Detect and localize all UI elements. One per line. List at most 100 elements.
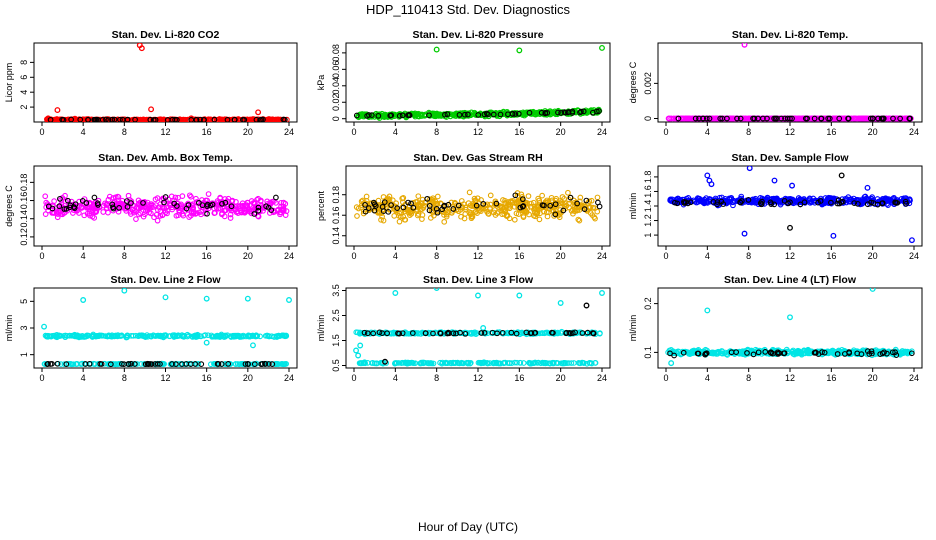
data-point bbox=[379, 213, 385, 220]
plot-points bbox=[665, 288, 915, 367]
data-point bbox=[596, 330, 603, 337]
data-point bbox=[100, 360, 107, 367]
series-all-lower bbox=[41, 360, 289, 368]
data-point bbox=[462, 111, 468, 118]
data-point bbox=[530, 109, 536, 116]
data-point bbox=[584, 329, 591, 336]
data-point bbox=[768, 201, 774, 208]
data-point bbox=[92, 116, 98, 122]
data-point bbox=[412, 360, 419, 367]
x-tick-label: 12 bbox=[160, 251, 170, 261]
data-point bbox=[567, 330, 574, 337]
data-point bbox=[78, 205, 85, 211]
y-axis-label: ml/min bbox=[628, 193, 638, 220]
data-point bbox=[83, 200, 90, 206]
data-point bbox=[724, 115, 730, 122]
data-point bbox=[225, 195, 232, 202]
data-point bbox=[850, 347, 857, 354]
data-point bbox=[70, 117, 77, 122]
data-point bbox=[695, 350, 702, 357]
data-point bbox=[458, 360, 464, 366]
data-point bbox=[806, 198, 813, 204]
data-point bbox=[755, 349, 762, 356]
data-point bbox=[84, 332, 90, 339]
data-point bbox=[180, 212, 187, 219]
data-point bbox=[689, 348, 696, 354]
data-point bbox=[845, 115, 851, 122]
x-tick-label: 20 bbox=[243, 251, 253, 261]
data-point bbox=[427, 360, 433, 367]
data-point bbox=[188, 193, 194, 200]
data-point bbox=[539, 192, 545, 199]
x-tick-label: 16 bbox=[514, 251, 524, 261]
x-tick-label: 16 bbox=[826, 127, 836, 137]
data-point bbox=[44, 333, 51, 340]
y-tick-label: 1.8 bbox=[643, 171, 653, 184]
data-point bbox=[421, 202, 427, 209]
x-tick-label: 24 bbox=[597, 373, 607, 383]
data-point bbox=[231, 333, 237, 339]
data-point bbox=[111, 116, 118, 122]
data-point bbox=[172, 361, 179, 367]
data-point bbox=[497, 111, 504, 118]
series-hourly bbox=[362, 192, 603, 218]
data-point bbox=[458, 198, 465, 204]
data-point bbox=[879, 200, 885, 207]
data-point bbox=[45, 361, 51, 367]
data-point bbox=[169, 206, 175, 213]
data-point bbox=[358, 360, 365, 367]
data-point bbox=[71, 205, 78, 211]
x-tick-label: 8 bbox=[746, 127, 751, 137]
data-point bbox=[787, 199, 793, 206]
data-point bbox=[233, 209, 240, 216]
outlier-point bbox=[255, 109, 262, 116]
plot-points bbox=[44, 43, 290, 122]
data-point bbox=[675, 348, 682, 355]
x-tick-label: 4 bbox=[705, 251, 710, 261]
data-point bbox=[70, 332, 77, 339]
data-point bbox=[681, 200, 688, 206]
data-point bbox=[68, 116, 74, 122]
y-tick-label: 6 bbox=[19, 75, 29, 80]
data-point bbox=[376, 329, 383, 336]
data-point bbox=[439, 359, 446, 366]
x-tick-label: 20 bbox=[556, 127, 566, 137]
data-point bbox=[868, 348, 875, 355]
data-point bbox=[81, 212, 88, 219]
panel-title: Stan. Dev. Gas Stream RH bbox=[413, 152, 542, 164]
data-point bbox=[263, 203, 269, 210]
x-tick-label: 24 bbox=[909, 251, 919, 261]
data-point bbox=[730, 115, 737, 122]
data-point bbox=[107, 361, 114, 368]
data-point bbox=[275, 206, 282, 213]
data-point bbox=[119, 116, 126, 122]
y-tick-label: 0 bbox=[331, 116, 341, 121]
data-point bbox=[906, 115, 913, 122]
data-point bbox=[196, 199, 202, 206]
panel-title: Stan. Dev. Li-820 Pressure bbox=[412, 29, 543, 41]
data-point bbox=[734, 115, 740, 122]
data-point bbox=[131, 361, 138, 367]
data-point bbox=[541, 208, 547, 215]
data-point bbox=[592, 360, 599, 366]
y-tick-label: 0.18 bbox=[331, 186, 341, 204]
data-point bbox=[237, 333, 243, 339]
x-tick-label: 4 bbox=[81, 373, 86, 383]
data-point bbox=[764, 195, 771, 201]
data-point bbox=[752, 197, 759, 204]
data-point bbox=[395, 360, 402, 366]
outlier-point bbox=[41, 323, 48, 330]
data-point bbox=[464, 359, 470, 366]
data-point bbox=[703, 115, 710, 122]
x-tick-label: 24 bbox=[597, 251, 607, 261]
data-point bbox=[396, 112, 403, 119]
series-all-upper bbox=[41, 288, 292, 349]
data-point bbox=[856, 115, 863, 122]
data-point bbox=[396, 218, 403, 225]
data-point bbox=[54, 211, 61, 217]
data-point bbox=[513, 330, 520, 337]
data-point bbox=[467, 360, 473, 367]
panel-title: Stan. Dev. Li-820 CO2 bbox=[112, 29, 220, 41]
